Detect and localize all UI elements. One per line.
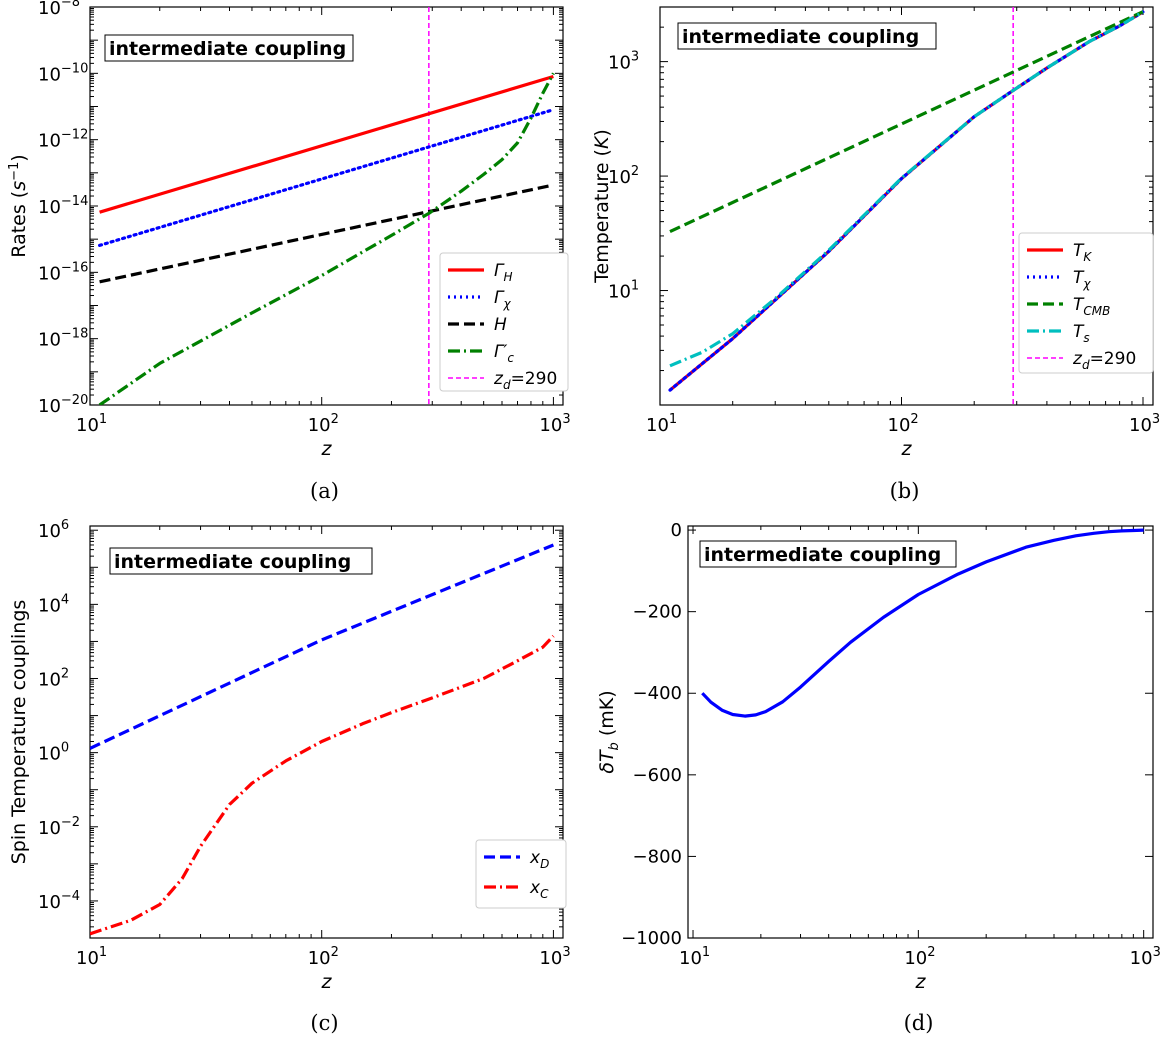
annotation-box <box>677 22 937 50</box>
x-axis-label: z <box>321 971 333 993</box>
x-tick-label: 102 <box>904 945 935 969</box>
series-group-c <box>90 543 555 936</box>
legend-label: zd=290 <box>493 369 557 392</box>
x-tick-label: 103 <box>1130 945 1161 969</box>
y-tick-label: 100 <box>38 741 69 765</box>
series-line-a-1 <box>97 108 556 247</box>
legend-label: ΓH <box>494 261 513 284</box>
y-tick-label: −400 <box>633 683 682 704</box>
y-tick-label: 10−18 <box>38 327 88 351</box>
series-line-a-0 <box>99 74 554 214</box>
series-line-c-1 <box>90 634 555 936</box>
legend-box <box>1018 232 1154 374</box>
legend-label: Γχ <box>494 288 511 311</box>
y-tick-label: 101 <box>608 279 639 303</box>
y-tick-label: −200 <box>633 602 682 623</box>
series-group-b <box>668 7 1145 405</box>
legend-label: Tχ <box>1073 268 1091 291</box>
y-tick-label: 103 <box>608 50 639 74</box>
y-axis-label: Spin Temperature couplings <box>8 600 30 865</box>
x-tick-label: 101 <box>76 945 107 969</box>
x-tick-label: 102 <box>888 412 919 436</box>
series-line-a-3 <box>98 72 555 405</box>
series-line-b-2 <box>669 10 1144 234</box>
plot-frame-b <box>659 6 1154 406</box>
annotation-box <box>109 547 373 575</box>
y-tick-label: −600 <box>633 765 682 786</box>
panel-caption: (c) <box>310 1011 338 1035</box>
series-line-d-0 <box>701 528 1144 718</box>
x-axis-label: z <box>321 438 333 460</box>
x-tick-label: 102 <box>308 412 339 436</box>
legend-box <box>475 839 567 909</box>
legend-label: zd=290 <box>1072 349 1136 372</box>
x-tick-label: 101 <box>679 945 710 969</box>
series-line-b-3 <box>669 10 1144 368</box>
legend-box <box>439 252 569 392</box>
annotation-text: intermediate coupling <box>109 38 346 60</box>
panel-caption: (d) <box>904 1011 934 1035</box>
y-tick-label: 10−2 <box>38 815 80 839</box>
legend-label: xC <box>529 878 549 901</box>
y-tick-label: 10−12 <box>38 128 88 152</box>
y-tick-label: 102 <box>608 164 639 188</box>
y-tick-label: 10−10 <box>38 61 88 85</box>
panel-caption: (a) <box>310 479 339 503</box>
legend-label: xD <box>529 848 549 871</box>
y-tick-label: 10−20 <box>38 393 88 417</box>
plot-frame-c <box>89 525 564 939</box>
y-axis-label: δTb (mK) <box>596 690 622 773</box>
legend-label: H <box>494 315 507 335</box>
y-axis-label: Temperature (K) <box>591 129 613 284</box>
legend-label: Ts <box>1073 322 1090 345</box>
annotation-text: intermediate coupling <box>704 544 941 566</box>
y-tick-label: 10−8 <box>38 0 80 19</box>
series-line-c-0 <box>90 543 555 750</box>
y-tick-label: 10−14 <box>38 194 88 218</box>
x-tick-label: 103 <box>539 412 570 436</box>
plot-frame-d <box>687 525 1154 939</box>
y-tick-label: −800 <box>633 846 682 867</box>
y-tick-label: 106 <box>38 518 69 542</box>
legend-label: TCMB <box>1073 295 1110 318</box>
x-tick-label: 103 <box>1129 412 1160 436</box>
y-tick-label: 102 <box>38 667 69 691</box>
y-axis-label: Rates (s−1) <box>7 154 30 257</box>
x-axis-label: z <box>901 438 913 460</box>
y-tick-label: 104 <box>38 592 69 616</box>
x-tick-label: 101 <box>76 412 107 436</box>
x-tick-label: 101 <box>646 412 677 436</box>
annotation-box <box>699 540 957 568</box>
series-line-a-2 <box>99 183 554 284</box>
x-axis-label: z <box>915 971 927 993</box>
y-tick-label: 0 <box>671 520 682 541</box>
y-tick-label: 10−4 <box>38 889 80 913</box>
panel-caption: (b) <box>890 479 920 503</box>
y-tick-label: −1000 <box>621 928 682 949</box>
series-group-d <box>701 528 1144 718</box>
legend-label: Γ′c <box>494 342 514 365</box>
annotation-box <box>104 34 354 62</box>
x-tick-label: 103 <box>539 945 570 969</box>
x-tick-label: 102 <box>308 945 339 969</box>
series-group-a <box>97 7 556 405</box>
annotation-text: intermediate coupling <box>682 26 919 48</box>
y-tick-label: 10−16 <box>38 260 88 284</box>
annotation-text: intermediate coupling <box>114 551 351 573</box>
legend-label: TK <box>1073 241 1092 264</box>
